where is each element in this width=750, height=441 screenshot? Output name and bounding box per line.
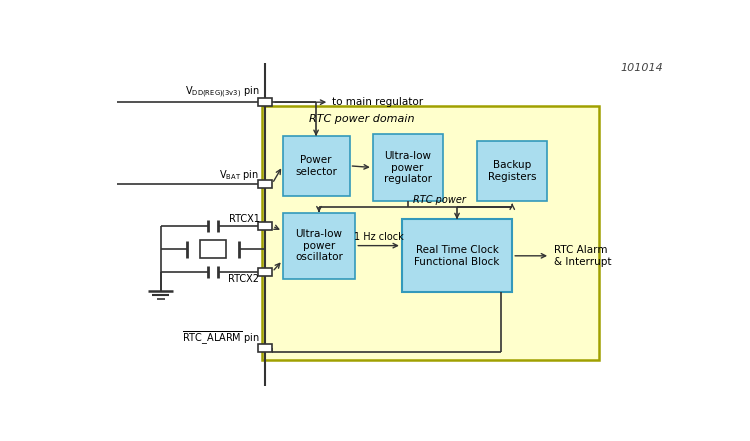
Text: 101014: 101014 xyxy=(621,63,663,73)
Text: RTC Alarm
& Interrupt: RTC Alarm & Interrupt xyxy=(554,245,611,267)
Bar xyxy=(262,105,599,360)
Text: 1 Hz clock: 1 Hz clock xyxy=(354,232,404,242)
Bar xyxy=(258,98,272,106)
Text: Real Time Clock
Functional Block: Real Time Clock Functional Block xyxy=(414,245,500,267)
Bar xyxy=(283,136,350,195)
Bar xyxy=(258,179,272,188)
Text: RTC power domain: RTC power domain xyxy=(309,114,414,124)
Text: RTCX1: RTCX1 xyxy=(229,214,260,224)
Text: Ultra-low
power
oscillator: Ultra-low power oscillator xyxy=(295,229,343,262)
Text: to main regulator: to main regulator xyxy=(332,97,423,107)
Bar xyxy=(373,135,442,201)
Text: Ultra-low
power
regulator: Ultra-low power regulator xyxy=(383,151,432,184)
Bar xyxy=(258,344,272,352)
Bar xyxy=(477,141,547,201)
Text: Backup
Registers: Backup Registers xyxy=(488,160,536,182)
Text: RTC power: RTC power xyxy=(413,195,466,205)
Text: Power
selector: Power selector xyxy=(296,155,337,177)
Text: $\overline{\mathrm{RTC\_ALARM}}$ pin: $\overline{\mathrm{RTC\_ALARM}}$ pin xyxy=(182,329,260,347)
Bar xyxy=(402,219,512,292)
Text: RTCX2: RTCX2 xyxy=(229,273,260,284)
Bar xyxy=(283,213,356,279)
Bar xyxy=(258,268,272,276)
Bar xyxy=(200,240,226,258)
Bar xyxy=(258,222,272,230)
Text: $\mathregular{V_{DD(REG)(3v3)}}$ pin: $\mathregular{V_{DD(REG)(3v3)}}$ pin xyxy=(184,85,260,101)
Text: $\mathregular{V_{BAT}}$ pin: $\mathregular{V_{BAT}}$ pin xyxy=(220,168,260,182)
